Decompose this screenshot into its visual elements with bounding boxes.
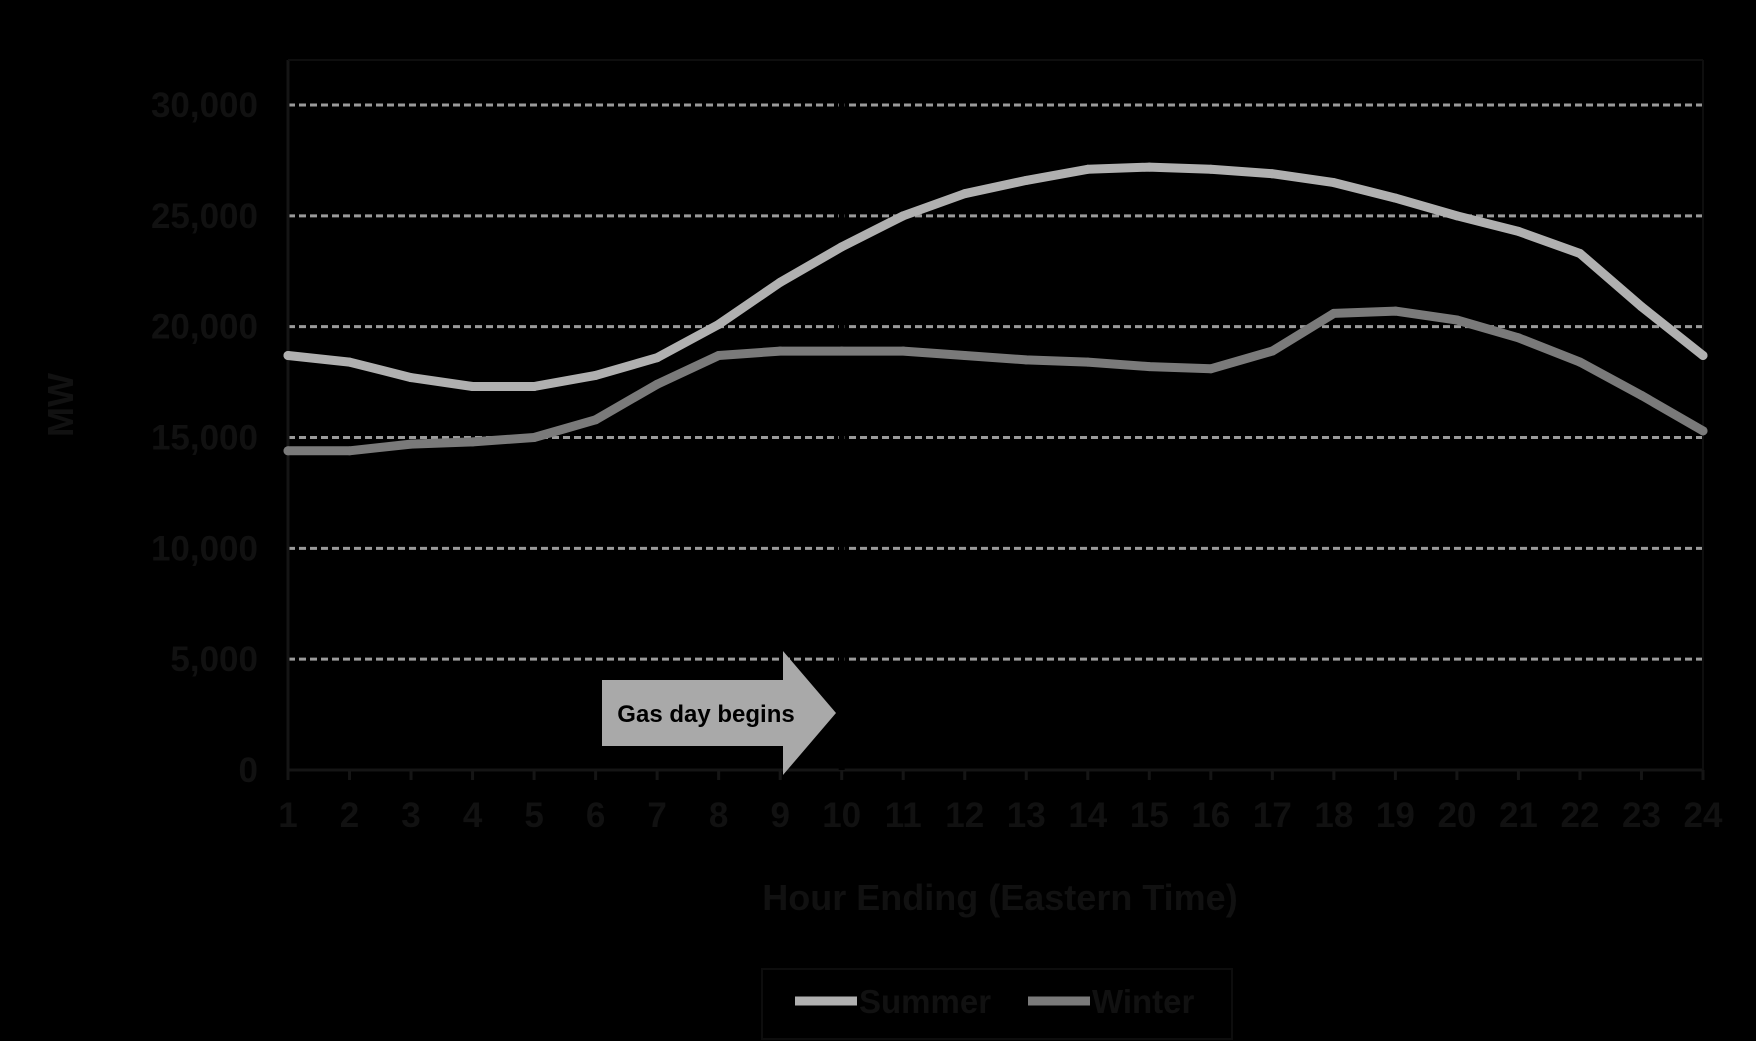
x-tick-label: 10 [822, 796, 861, 835]
data-point-winter [468, 437, 478, 447]
data-point-winter [1083, 357, 1093, 367]
legend-box [761, 968, 1233, 1040]
legend-label-summer: Summer [859, 983, 991, 1020]
series-line-winter [283, 306, 1708, 456]
data-point-summer [345, 357, 355, 367]
data-point-winter [1267, 346, 1277, 356]
data-point-summer [1575, 249, 1585, 259]
data-point-winter [714, 350, 724, 360]
x-tick-label: 4 [463, 796, 483, 835]
data-point-winter [1021, 355, 1031, 365]
series-line-summer [283, 162, 1708, 391]
data-point-summer [529, 382, 539, 392]
data-point-summer [960, 189, 970, 199]
y-tick-label: 10,000 [151, 529, 258, 568]
x-tick-label: 16 [1191, 796, 1230, 835]
data-point-summer [1144, 162, 1154, 172]
series-lines [283, 162, 1708, 456]
x-tick-label: 11 [885, 796, 922, 835]
x-tick-label: 24 [1684, 796, 1723, 835]
x-tick-label: 2 [340, 796, 359, 835]
x-axis-title: Hour Ending (Eastern Time) [762, 877, 1237, 918]
legend-label-winter: Winter [1092, 983, 1195, 1020]
data-point-summer [1206, 164, 1216, 174]
data-point-winter [283, 446, 293, 456]
legend: Summer Winter [761, 968, 1233, 1040]
data-point-winter [529, 433, 539, 442]
x-tick-label: 18 [1314, 796, 1353, 835]
data-point-winter [1698, 426, 1708, 436]
data-point-summer [468, 382, 478, 392]
x-tick-label: 20 [1437, 796, 1476, 835]
x-tick-label: 17 [1253, 796, 1292, 835]
data-point-summer [1636, 302, 1646, 312]
data-point-summer [1452, 211, 1462, 221]
y-tick-label: 30,000 [151, 86, 258, 125]
x-tick-label: 12 [945, 796, 984, 835]
data-point-summer [714, 319, 724, 329]
data-point-summer [1698, 350, 1708, 360]
data-point-summer [1021, 175, 1031, 185]
data-point-summer [652, 353, 662, 363]
y-tick-label: 0 [239, 751, 258, 790]
data-point-winter [837, 346, 847, 356]
y-tick-label: 15,000 [151, 419, 258, 458]
axes [286, 59, 1705, 780]
data-point-winter [345, 446, 355, 456]
data-point-summer [1267, 169, 1277, 179]
gas-day-arrow [602, 651, 836, 775]
data-point-winter [1390, 306, 1400, 316]
data-point-summer [406, 373, 416, 383]
gas-day-label: Gas day begins [617, 701, 794, 728]
x-tick-label: 23 [1622, 796, 1661, 835]
x-tick-label: 13 [1007, 796, 1046, 835]
data-point-winter [1636, 390, 1646, 400]
data-point-winter [960, 350, 970, 360]
y-tick-label: 5,000 [170, 640, 258, 679]
data-point-summer [1390, 193, 1400, 203]
data-point-summer [1083, 164, 1093, 174]
data-point-summer [775, 277, 785, 287]
x-tick-label: 19 [1376, 796, 1415, 835]
data-point-winter [1452, 315, 1462, 325]
data-point-winter [652, 379, 662, 389]
x-tick-label: 3 [401, 796, 420, 835]
x-tick-label: 7 [647, 796, 666, 835]
y-tick-label: 20,000 [151, 308, 258, 347]
data-point-summer [283, 350, 293, 360]
data-point-summer [1329, 178, 1339, 188]
x-tick-label: 6 [586, 796, 605, 835]
data-point-summer [591, 370, 601, 380]
x-tick-label: 1 [278, 796, 297, 835]
data-point-summer [1513, 226, 1523, 236]
data-point-winter [406, 439, 416, 449]
y-tick-label: 25,000 [151, 197, 258, 236]
data-point-summer [898, 211, 908, 221]
data-point-winter [775, 346, 785, 356]
x-tick-label: 9 [770, 796, 789, 835]
data-point-winter [1144, 362, 1154, 372]
x-tick-label: 21 [1499, 796, 1538, 835]
data-point-winter [591, 415, 601, 425]
annotation: Gas day begins [602, 651, 836, 775]
x-tick-label: 15 [1130, 796, 1169, 835]
x-tick-label: 8 [709, 796, 728, 835]
x-tick-label: 14 [1068, 796, 1107, 835]
y-axis-title: MW [40, 373, 81, 437]
data-point-winter [898, 346, 908, 356]
x-tick-label: 5 [524, 796, 543, 835]
data-point-winter [1575, 357, 1585, 367]
data-point-winter [1513, 333, 1523, 343]
data-point-summer [837, 242, 847, 252]
data-point-winter [1206, 364, 1216, 374]
data-point-winter [1329, 308, 1339, 318]
x-tick-label: 22 [1560, 796, 1599, 835]
axis-labels: Hour Ending (Eastern Time) MW 0 5,000 10,0… [40, 86, 1723, 918]
